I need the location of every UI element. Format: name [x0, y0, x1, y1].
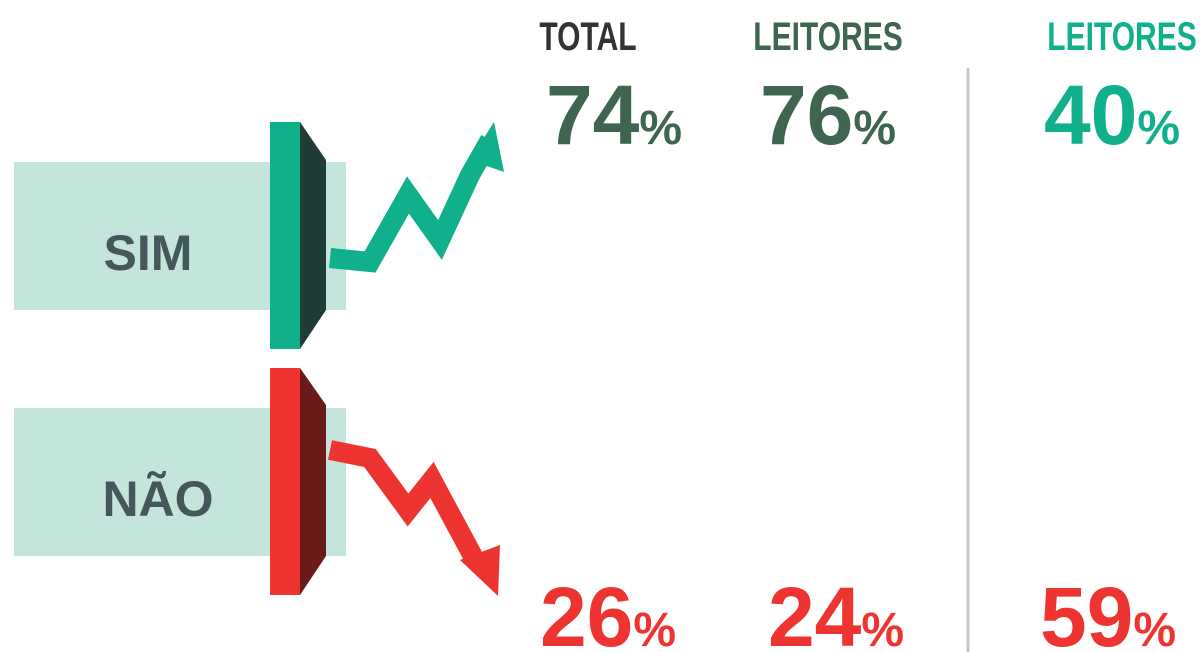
- unit: %: [633, 604, 676, 652]
- no-label: NÃO: [102, 471, 213, 527]
- value: 40: [1044, 68, 1137, 162]
- value: 74: [546, 68, 640, 162]
- up-arrowhead: [470, 122, 504, 172]
- down-arrow: [328, 440, 484, 565]
- column-header: LEITORES: [1047, 15, 1196, 59]
- no-fold: [300, 368, 326, 595]
- unit: %: [861, 604, 904, 652]
- unit: %: [1137, 102, 1180, 155]
- down-arrowhead: [460, 545, 500, 596]
- unit: %: [853, 102, 896, 155]
- no-value: 24%: [768, 570, 904, 652]
- no-value: 26%: [540, 570, 676, 652]
- yes-label: SIM: [104, 225, 193, 281]
- yes-bar: [270, 122, 300, 349]
- value: 24: [768, 570, 862, 652]
- value: 26: [540, 570, 633, 652]
- yes-value: 74%: [546, 68, 682, 162]
- yes-value: 40%: [1044, 68, 1180, 162]
- unit: %: [639, 102, 682, 155]
- no-value: 59%: [1040, 570, 1176, 652]
- no-bar: [270, 368, 300, 595]
- value: 76: [760, 68, 853, 162]
- yes-value: 76%: [760, 68, 896, 162]
- up-arrow: [329, 135, 499, 273]
- column-header: LEITORES: [753, 15, 902, 59]
- value: 59: [1040, 570, 1133, 652]
- yes-fold: [300, 122, 326, 349]
- column-header: TOTAL: [539, 15, 636, 59]
- unit: %: [1133, 604, 1176, 652]
